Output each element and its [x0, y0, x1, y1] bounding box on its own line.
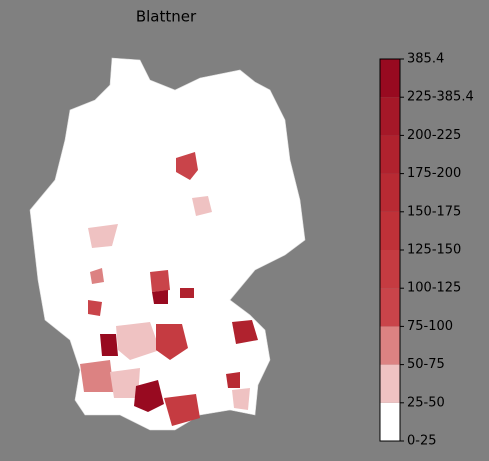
- colorbar-segment: [380, 402, 400, 441]
- colorbar-segment: [380, 173, 400, 212]
- region: [176, 152, 198, 180]
- map-title: Blattner: [136, 8, 197, 26]
- region: [232, 388, 250, 410]
- colorbar-label: 100-125: [407, 281, 461, 296]
- colorbar: 0-25 25-50 50-75 75-100 100-125 125-150 150-17…: [379, 52, 474, 449]
- region: [88, 224, 118, 248]
- colorbar-segment: [380, 97, 400, 136]
- colorbar-segment: [380, 135, 400, 174]
- region: [90, 268, 104, 284]
- colorbar-segment: [380, 250, 400, 289]
- colorbar-segment: [380, 59, 400, 98]
- region: [100, 334, 118, 356]
- colorbar-label: 25-50: [407, 395, 445, 410]
- colorbar-label: 150-175: [407, 204, 461, 219]
- region: [156, 324, 188, 360]
- region: [226, 372, 240, 388]
- region: [116, 322, 160, 360]
- colorbar-label: 385.4: [407, 52, 444, 67]
- region: [134, 380, 164, 412]
- colorbar-label: 125-150: [407, 243, 461, 258]
- colorbar-segment: [380, 326, 400, 365]
- region: [180, 288, 194, 298]
- colorbar-segment: [380, 211, 400, 250]
- colorbar-label: 0-25: [407, 434, 437, 449]
- region: [164, 394, 200, 426]
- region: [88, 300, 102, 316]
- region: [80, 360, 114, 392]
- colorbar-label: 225-385.4: [407, 90, 474, 105]
- region: [110, 368, 140, 398]
- colorbar-label: 75-100: [407, 319, 453, 334]
- region: [150, 270, 170, 292]
- region: [192, 196, 212, 216]
- colorbar-label: 50-75: [407, 357, 445, 372]
- colorbar-segment: [380, 288, 400, 327]
- germany-map: [29, 57, 306, 431]
- colorbar-label: 175-200: [407, 166, 461, 181]
- colorbar-label: 200-225: [407, 128, 461, 143]
- colorbar-segment: [380, 364, 400, 403]
- region: [232, 320, 258, 344]
- region: [152, 290, 168, 304]
